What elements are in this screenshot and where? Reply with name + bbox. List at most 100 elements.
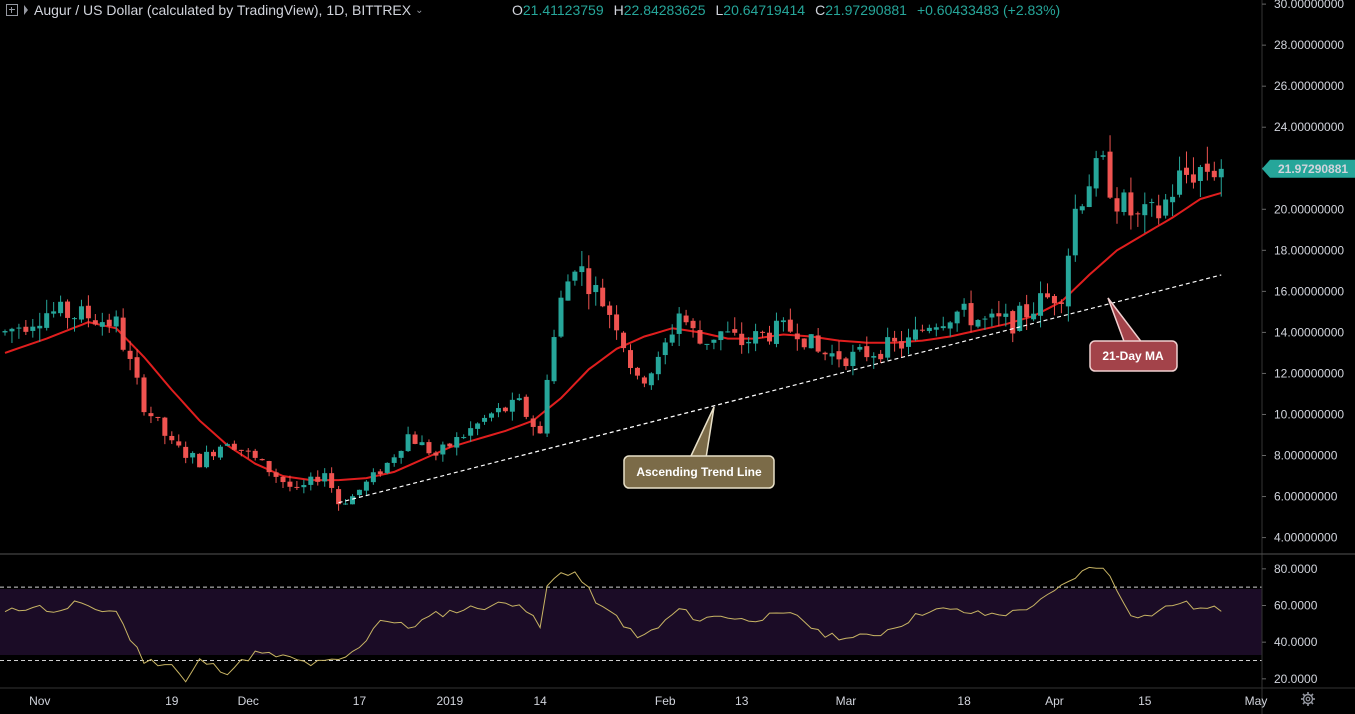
open-label: O (512, 2, 523, 18)
candle-body (933, 327, 939, 330)
price-tick-label: 16.00000000 (1274, 284, 1344, 298)
candle-body (384, 462, 390, 473)
candle-body (162, 417, 168, 436)
candle-body (1218, 168, 1224, 178)
candle-body (113, 316, 119, 327)
candle-body (537, 425, 543, 434)
candle-body (655, 356, 661, 375)
candle-body (356, 489, 362, 496)
candle-body (961, 303, 967, 310)
candle-body (836, 351, 842, 360)
candle-body (204, 451, 210, 468)
candle-body (1156, 205, 1162, 219)
candle-body (454, 437, 460, 448)
candle-body (211, 451, 216, 457)
candle-body (669, 334, 675, 343)
time-tick-label: 15 (1138, 694, 1152, 708)
candle-body (2, 331, 8, 333)
candle-body (1184, 167, 1189, 175)
candle-body (572, 271, 578, 281)
candle-body (975, 319, 981, 327)
candle-body (767, 332, 772, 342)
candle-body (482, 417, 488, 422)
candle-body (878, 353, 884, 360)
rsi-tick-label: 80.0000 (1274, 562, 1318, 576)
collapse-icon[interactable] (6, 4, 18, 16)
candle-body (224, 444, 230, 446)
candle-body (419, 442, 425, 446)
candle-body (405, 434, 411, 452)
candle-body (51, 311, 57, 314)
gear-icon[interactable] (1300, 691, 1316, 707)
candle-body (1065, 255, 1071, 307)
candle-body (273, 472, 279, 477)
candle-body (30, 326, 36, 331)
last-price-label: 21.97290881 (1278, 162, 1348, 176)
candle-body (565, 281, 571, 301)
candle-body (787, 319, 793, 332)
ma-callout: 21-Day MA (1089, 297, 1178, 372)
candle-body (217, 446, 223, 458)
candle-body (906, 337, 911, 347)
candle-body (252, 450, 258, 458)
candle-body (461, 437, 467, 439)
candle-body (294, 486, 300, 488)
time-tick-label: Feb (655, 694, 676, 708)
candle-body (433, 452, 439, 456)
price-tick-label: 26.00000000 (1274, 79, 1344, 93)
symbol-header[interactable]: Augur / US Dollar (calculated by Trading… (6, 1, 424, 19)
trend-layer (338, 274, 1222, 504)
candle-body (85, 305, 91, 319)
price-tick-label: 4.00000000 (1274, 531, 1338, 545)
candle-body (746, 341, 752, 344)
candle-body (169, 435, 175, 441)
candle-body (899, 341, 905, 349)
candle-body (864, 346, 870, 358)
candle-body (996, 313, 1002, 317)
candle-body (516, 398, 522, 401)
candle-body (363, 481, 369, 491)
candle-body (871, 356, 877, 358)
candle-body (1135, 213, 1141, 215)
flag-icon[interactable] (24, 5, 28, 15)
candle-body (72, 318, 77, 320)
candle-body (301, 485, 307, 488)
candle-body (704, 343, 710, 345)
candle-body (377, 471, 383, 474)
ohlc-readout: O21.41123759 H22.84283625 L20.64719414 C… (512, 1, 1060, 19)
candle-body (892, 337, 898, 342)
candle-body (843, 358, 849, 367)
candle-body (753, 331, 759, 344)
candle-body (600, 287, 606, 307)
candle-body (502, 407, 508, 412)
candle-body (1038, 293, 1044, 316)
candle-body (1121, 192, 1127, 213)
symbol-title[interactable]: Augur / US Dollar (calculated by Trading… (34, 2, 412, 18)
price-tick-label: 28.00000000 (1274, 38, 1344, 52)
candle-body (954, 311, 960, 324)
chevron-down-icon[interactable]: ⌄ (415, 4, 424, 16)
candle-body (593, 285, 599, 293)
y-axis-ticks: 30.00000000 28.00000000 26.00000000 24.0000… (1262, 0, 1344, 686)
price-tick-label: 30.00000000 (1274, 0, 1344, 11)
candle-body (947, 322, 953, 329)
candle-body (412, 434, 418, 444)
price-tick-label: 18.00000000 (1274, 243, 1344, 257)
time-tick-label: Apr (1045, 694, 1064, 708)
candle-body (176, 441, 182, 446)
candle-body (544, 379, 550, 434)
rsi-layer (0, 566, 1262, 683)
candle-body (78, 306, 84, 320)
candle-body (558, 297, 564, 337)
price-tick-label: 8.00000000 (1274, 449, 1338, 463)
candle-body (1100, 155, 1106, 157)
candle-body (190, 452, 196, 458)
candle-body (1031, 313, 1037, 320)
rsi-line (4, 566, 1222, 683)
candle-body (1051, 295, 1057, 304)
candle-body (940, 326, 946, 329)
open-value: 21.41123759 (522, 2, 604, 18)
candle-body (739, 333, 745, 346)
candle-body (1114, 198, 1120, 212)
